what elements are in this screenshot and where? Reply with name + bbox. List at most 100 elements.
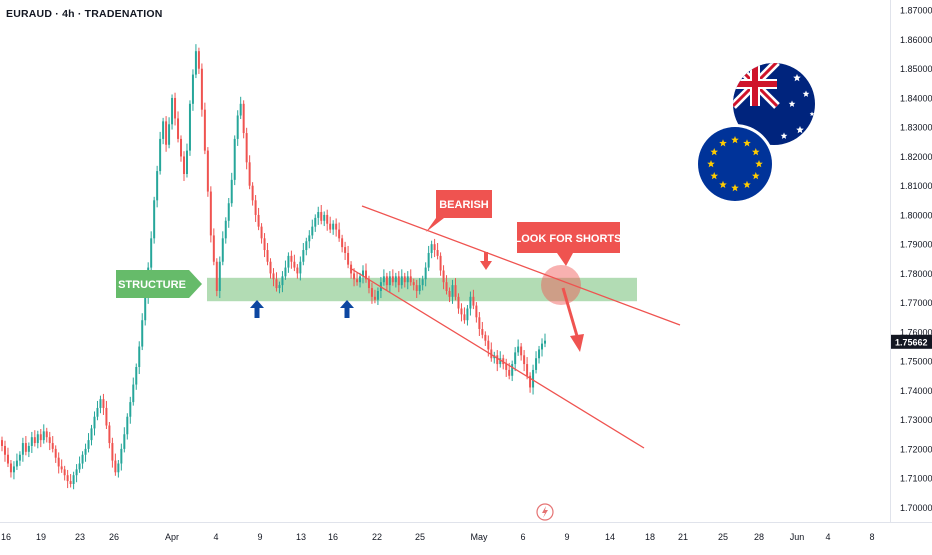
last-price-label: 1.75662 (895, 337, 928, 347)
candle-body (353, 273, 356, 280)
candle-body (266, 250, 269, 262)
candle-body (433, 244, 436, 251)
eu-star-icon (731, 136, 739, 144)
candle-body (523, 355, 526, 365)
channel-upper-line (361, 205, 681, 326)
candle-body (63, 469, 66, 476)
candle-body (165, 121, 168, 145)
candle-body (457, 296, 460, 309)
time-tick-label: 4 (825, 532, 830, 542)
candle-body (87, 440, 90, 449)
price-tick-label: 1.86000 (900, 35, 932, 45)
candle-body (233, 138, 236, 180)
candle-body (529, 375, 532, 388)
time-axis[interactable]: 16 19 23 26 Apr 4 9 13 16 22 25 May 6 9 14 18 21 25 28 Jun 4… (1, 503, 875, 542)
candle-body (9, 463, 12, 473)
time-tick-label: 28 (754, 532, 764, 542)
eu-star-icon (755, 160, 763, 168)
candle-body (212, 235, 215, 262)
price-tick-label: 1.78000 (900, 269, 932, 279)
structure-zone (207, 277, 637, 302)
time-tick-label: 23 (75, 532, 85, 542)
candle-body (403, 276, 406, 283)
candle-body (514, 352, 517, 365)
candle-body (412, 282, 415, 286)
time-tick-label: 9 (257, 532, 262, 542)
candle-body (439, 255, 442, 271)
price-tick-label: 1.85000 (900, 64, 932, 74)
price-tick-label: 1.77000 (900, 298, 932, 308)
eu-star-icon (710, 172, 719, 180)
time-tick-label: 26 (109, 532, 119, 542)
price-axis[interactable]: 1.70000 1.71000 1.72000 1.73000 1.74000 1.750… (891, 6, 932, 513)
candle-body (45, 431, 48, 438)
candle-body (75, 469, 78, 476)
au-star-icon (780, 132, 788, 139)
price-tick-label: 1.80000 (900, 210, 932, 220)
candle-body (60, 466, 63, 470)
channel-lower-line (349, 267, 645, 449)
candle-body (335, 223, 338, 230)
au-cross-red-v (752, 63, 758, 106)
annotation-layer: STRUCTURE BEARISH LOOK FOR SHORTS (116, 190, 621, 352)
candle-body (499, 358, 502, 365)
candle-body (535, 358, 538, 370)
candle-body (478, 317, 481, 329)
candle-body (427, 252, 430, 268)
source-text: TRADENATION (84, 8, 163, 20)
candle-body (373, 296, 376, 300)
candle-body (424, 267, 427, 280)
candle-body (254, 200, 257, 215)
up-arrow-stem (254, 308, 260, 318)
candle-body (511, 364, 514, 376)
candle-body (448, 290, 451, 297)
shorts-label: LOOK FOR SHORTS (515, 233, 622, 245)
candle-body (362, 270, 365, 277)
candle-body (284, 267, 287, 277)
time-tick-label: 18 (645, 532, 655, 542)
candle-body (272, 273, 275, 280)
candles-layer (1, 44, 546, 490)
candle-body (144, 296, 147, 321)
candle-body (287, 255, 290, 268)
candle-body (359, 276, 362, 283)
candle-body (364, 270, 367, 280)
candle-body (159, 138, 162, 172)
au-star-icon (802, 90, 810, 97)
time-tick-label: 4 (213, 532, 218, 542)
price-tick-label: 1.82000 (900, 152, 932, 162)
candle-body (299, 261, 302, 274)
candle-body (12, 466, 15, 473)
candle-body (168, 124, 171, 145)
time-tick-label: 13 (296, 532, 306, 542)
symbol-text: EURAUD (6, 8, 53, 20)
candle-body (177, 118, 180, 139)
candle-body (191, 74, 194, 104)
up-arrow-icon (250, 300, 264, 308)
eu-star-icon (707, 160, 715, 168)
candle-body (463, 314, 466, 321)
price-tick-label: 1.71000 (900, 474, 932, 484)
time-tick-label: Jun (790, 532, 805, 542)
candle-body (51, 443, 54, 449)
candle-body (484, 334, 487, 341)
price-tick-label: 1.84000 (900, 93, 932, 103)
price-tick-label: 1.83000 (900, 123, 932, 133)
time-tick-label: 19 (36, 532, 46, 542)
candle-body (221, 238, 224, 262)
candle-body (171, 97, 174, 125)
candle-body (290, 255, 293, 262)
eu-star-icon (751, 172, 760, 180)
price-tick-label: 1.76000 (900, 327, 932, 337)
candle-body (311, 226, 314, 236)
candle-body (123, 434, 126, 449)
up-arrow-icon (340, 300, 354, 308)
candle-body (293, 261, 296, 268)
candle-body (174, 97, 177, 119)
au-star-icon (793, 74, 801, 82)
down-arrow-stem (484, 252, 488, 261)
candle-body (203, 109, 206, 151)
candle-body (317, 212, 320, 218)
price-tick-label: 1.81000 (900, 181, 932, 191)
